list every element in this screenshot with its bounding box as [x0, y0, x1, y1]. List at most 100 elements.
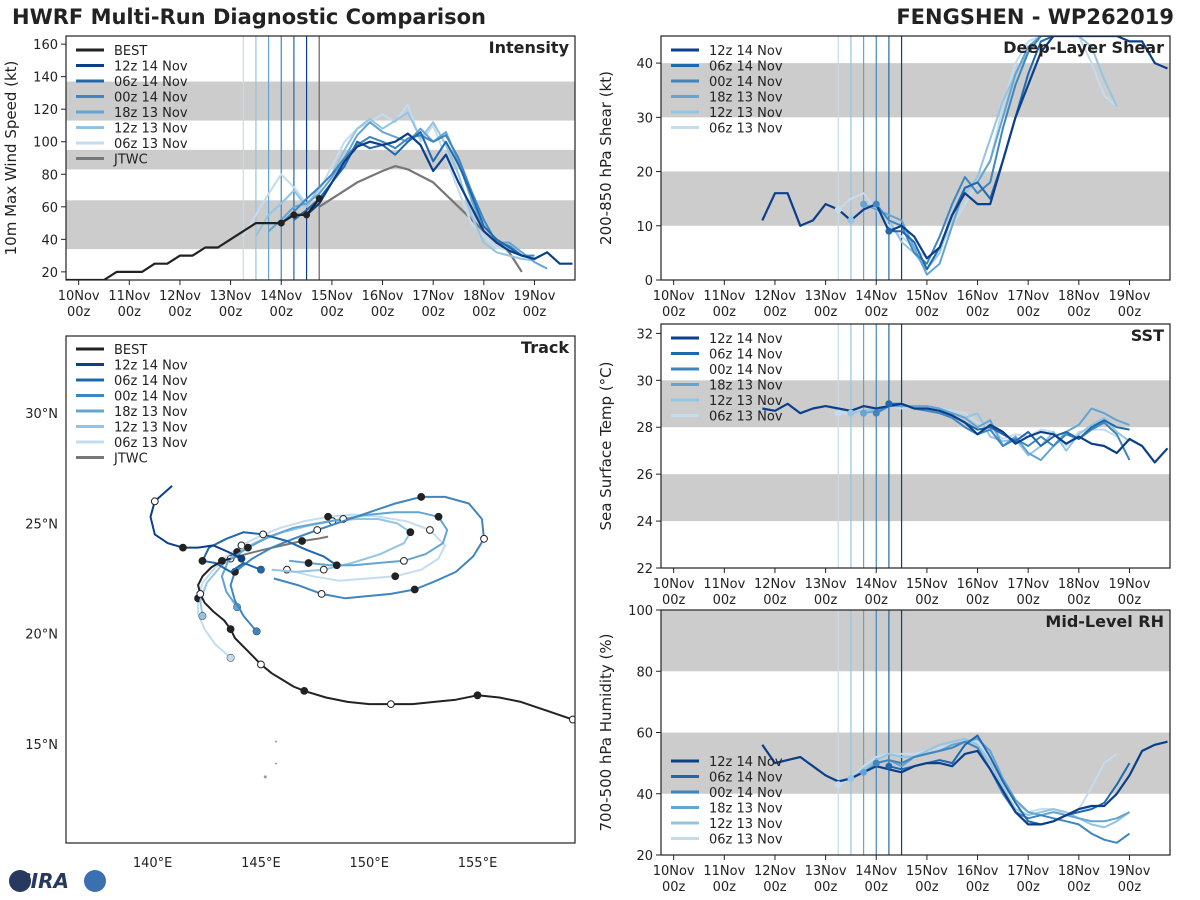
track-ytick-label: 30°N [25, 407, 58, 422]
track-position-marker [568, 715, 575, 724]
storm-name: FENGSHEN - WP262019 [896, 5, 1174, 29]
rh-xtick-label-day: 18Nov [1058, 864, 1100, 879]
intensity-legend-label: 06z 13 Nov [114, 137, 188, 152]
shear-xtick-label-hour: 00z [713, 305, 737, 320]
rh-xtick-label-day: 17Nov [1007, 864, 1049, 879]
rh-xtick-label-hour: 00z [1118, 880, 1142, 895]
sst-xtick-label-day: 16Nov [957, 577, 999, 592]
intensity-xtick-label-day: 15Nov [311, 289, 353, 304]
rh-xtick-label-hour: 00z [713, 880, 737, 895]
rh-init-marker-06z-14-nov [885, 762, 893, 770]
sst-xtick-label-day: 14Nov [855, 577, 897, 592]
intensity-ytick-label: 120 [33, 103, 58, 118]
shear-init-marker-06z-14-nov [885, 227, 893, 235]
intensity-series-06z-13-nov [242, 103, 535, 260]
track-legend-label: 12z 14 Nov [114, 359, 188, 374]
sst-init-marker-06z-14-nov [885, 400, 893, 408]
intensity-xtick-label-hour: 00z [472, 305, 496, 320]
intensity-xtick-label-day: 11Nov [108, 289, 150, 304]
shear-legend-label: 06z 13 Nov [709, 122, 783, 137]
intensity-title: Intensity [489, 38, 570, 57]
track-legend-label: 06z 13 Nov [114, 436, 188, 451]
intensity-best-marker-2 [303, 211, 311, 219]
rh-xtick-label-hour: 00z [915, 880, 939, 895]
sst-init-marker-00z-14-nov [872, 409, 880, 417]
intensity-legend-label: 00z 14 Nov [114, 91, 188, 106]
shear-ytick-label: 10 [636, 220, 653, 235]
rh-xtick-label-day: 12Nov [754, 864, 796, 879]
island-mark [275, 740, 278, 743]
sst-xtick-label-hour: 00z [814, 593, 838, 608]
track-legend-label: JTWC [113, 452, 148, 467]
track-position-marker [300, 687, 309, 695]
sst-ytick-label: 22 [636, 562, 653, 577]
intensity-legend-label: BEST [114, 44, 147, 59]
sst-ytick-label: 24 [636, 515, 653, 530]
rh-ytick-label: 20 [636, 849, 653, 864]
track-frame [65, 335, 576, 844]
intensity-ytick-label: 100 [33, 136, 58, 151]
track-position-marker [150, 497, 159, 506]
track-legend-label: 00z 14 Nov [114, 390, 188, 405]
track-legend-label: BEST [114, 343, 147, 358]
island-mark [275, 762, 278, 765]
track-init-marker [237, 555, 245, 563]
intensity-xtick-label-day: 12Nov [159, 289, 201, 304]
track-xtick-label: 150°E [349, 856, 389, 871]
intensity-ytick-label: 80 [41, 168, 58, 183]
sst-xtick-label-day: 13Nov [805, 577, 847, 592]
intensity-ytick-label: 20 [41, 266, 58, 281]
shear-title: Deep-Layer Shear [1003, 38, 1164, 57]
rh-series-18z-13-nov [863, 737, 1130, 823]
shear-xtick-label-day: 16Nov [957, 289, 999, 304]
track-init-marker [227, 654, 235, 662]
track-position-marker [179, 543, 187, 552]
sst-band-0 [661, 474, 1170, 522]
rh-legend-label: 00z 14 Nov [709, 786, 783, 801]
track-legend-label: 06z 14 Nov [114, 374, 188, 389]
track-ytick-label: 15°N [25, 738, 58, 753]
track-position-marker [319, 565, 328, 574]
track-position-marker [259, 530, 268, 539]
rh-xtick-label-day: 10Nov [653, 864, 695, 879]
track-series-06z-14-nov [201, 531, 338, 573]
track-position-marker [425, 526, 434, 534]
intensity-ytick-label: 140 [33, 71, 58, 86]
rh-ytick-label: 40 [636, 788, 653, 803]
shear-xtick-label-day: 12Nov [754, 289, 796, 304]
intensity-xtick-label-day: 13Nov [210, 289, 252, 304]
logo-globe-icon [9, 870, 31, 892]
track-position-marker [198, 556, 207, 565]
shear-xtick-label-hour: 00z [915, 305, 939, 320]
figure-title: HWRF Multi-Run Diagnostic Comparison [12, 5, 487, 29]
sst-xtick-label-hour: 00z [662, 593, 686, 608]
rh-xtick-label-day: 16Nov [957, 864, 999, 879]
shear-xtick-label-hour: 00z [763, 305, 787, 320]
shear-xtick-label-day: 14Nov [855, 289, 897, 304]
track-position-marker [226, 625, 235, 634]
sst-xtick-label-hour: 00z [713, 593, 737, 608]
sst-ytick-label: 30 [636, 374, 653, 389]
track-position-marker [313, 526, 322, 534]
shear-xtick-label-day: 17Nov [1007, 289, 1049, 304]
track-ytick-label: 25°N [25, 517, 58, 532]
intensity-xtick-label-day: 16Nov [362, 289, 404, 304]
shear-series-06z-14-nov [888, 36, 1054, 271]
track-position-marker [399, 556, 408, 565]
intensity-xtick-label-hour: 00z [270, 305, 294, 320]
track-init-marker [253, 627, 261, 635]
sst-xtick-label-hour: 00z [865, 593, 889, 608]
rh-series-00z-14-nov [875, 740, 1131, 844]
sst-ytick-label: 28 [636, 421, 653, 436]
track-position-marker [473, 691, 482, 700]
rh-ytick-label: 80 [636, 665, 653, 680]
sst-xtick-label-day: 11Nov [703, 577, 745, 592]
intensity-ytick-label: 60 [41, 201, 58, 216]
cira-logo: CIRA [9, 869, 106, 893]
track-xtick-label: 155°E [458, 856, 498, 871]
sst-xtick-label-hour: 00z [763, 593, 787, 608]
intensity-xtick-label-hour: 00z [422, 305, 446, 320]
intensity-band-2 [66, 81, 575, 121]
rh-xtick-label-hour: 00z [966, 880, 990, 895]
rh-legend-label: 06z 13 Nov [709, 833, 783, 848]
